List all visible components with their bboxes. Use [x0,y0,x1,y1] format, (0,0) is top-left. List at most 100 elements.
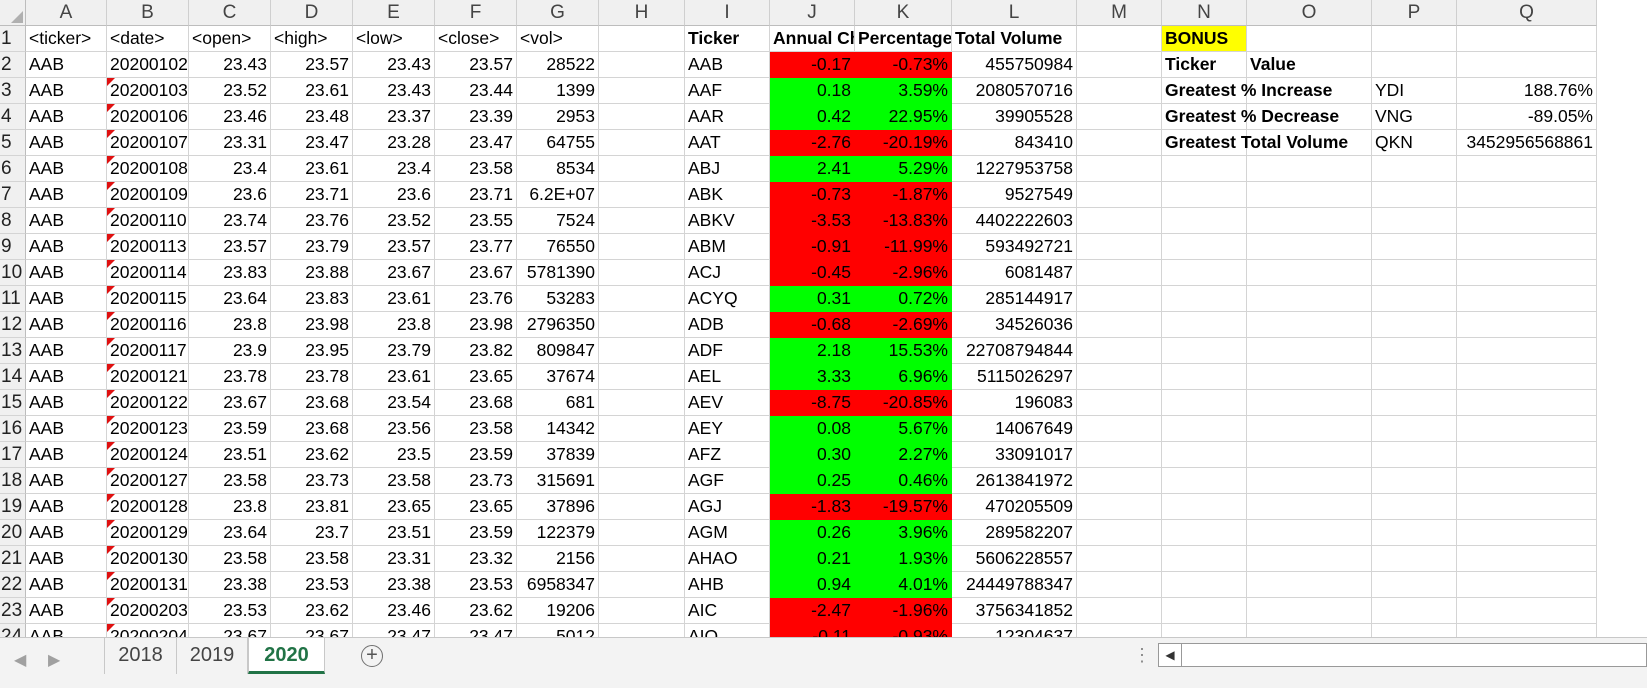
empty-cell[interactable] [1247,26,1372,52]
percent-change-cell[interactable]: 5.67% [855,416,952,442]
raw-data-cell[interactable]: 23.83 [189,260,271,286]
percent-change-cell[interactable]: -1.87% [855,182,952,208]
raw-data-cell[interactable]: 23.38 [353,572,435,598]
raw-data-cell[interactable]: 20200107 [107,130,189,156]
empty-cell[interactable] [1077,260,1162,286]
percent-change-cell[interactable]: -1.96% [855,598,952,624]
empty-cell[interactable] [1457,260,1597,286]
bonus-ticker-header[interactable]: Ticker [1162,52,1247,78]
column-header-h[interactable]: H [599,0,685,26]
percent-change-cell[interactable]: 15.53% [855,338,952,364]
raw-data-cell[interactable]: 23.78 [271,364,353,390]
row-header-17[interactable]: 17 [0,442,26,468]
percent-change-cell[interactable]: -2.69% [855,312,952,338]
row-header-19[interactable]: 19 [0,494,26,520]
empty-cell[interactable] [1162,312,1247,338]
raw-data-cell[interactable]: 20200203 [107,598,189,624]
empty-cell[interactable] [1162,156,1247,182]
raw-data-cell[interactable]: 20200131 [107,572,189,598]
empty-cell[interactable] [1372,208,1457,234]
empty-cell[interactable] [1372,364,1457,390]
empty-cell[interactable] [1372,52,1457,78]
summary-ticker-cell[interactable]: AFZ [685,442,770,468]
row-header-23[interactable]: 23 [0,598,26,624]
raw-header-cell[interactable]: <vol> [517,26,599,52]
raw-data-cell[interactable]: 20200114 [107,260,189,286]
empty-cell[interactable] [599,208,685,234]
row-header-2[interactable]: 2 [0,52,26,78]
summary-ticker-cell[interactable]: AAB [685,52,770,78]
raw-data-cell[interactable]: 23.62 [271,598,353,624]
prev-sheet-arrow-icon[interactable]: ◀ [14,652,27,669]
empty-cell[interactable] [1077,104,1162,130]
percent-change-cell[interactable]: -0.93% [855,624,952,637]
empty-cell[interactable] [1077,390,1162,416]
raw-data-cell[interactable]: 53283 [517,286,599,312]
raw-data-cell[interactable]: 23.68 [271,390,353,416]
column-header-k[interactable]: K [855,0,952,26]
next-sheet-arrow-icon[interactable]: ▶ [48,652,61,669]
sheet-tab-2019[interactable]: 2019 [177,638,248,674]
empty-cell[interactable] [599,260,685,286]
raw-data-cell[interactable]: 23.51 [189,442,271,468]
row-header-4[interactable]: 4 [0,104,26,130]
annual-change-cell[interactable]: -8.75 [770,390,855,416]
summary-ticker-cell[interactable]: ADB [685,312,770,338]
annual-change-cell[interactable]: -0.17 [770,52,855,78]
total-volume-cell[interactable]: 2613841972 [952,468,1077,494]
raw-data-cell[interactable]: 20200123 [107,416,189,442]
row-header-22[interactable]: 22 [0,572,26,598]
summary-header-cell[interactable]: Percentage [855,26,952,52]
raw-data-cell[interactable]: 23.8 [189,494,271,520]
total-volume-cell[interactable]: 593492721 [952,234,1077,260]
empty-cell[interactable] [1077,416,1162,442]
raw-data-cell[interactable]: 23.95 [271,338,353,364]
raw-data-cell[interactable]: 2796350 [517,312,599,338]
empty-cell[interactable] [599,182,685,208]
raw-data-cell[interactable]: 23.58 [435,416,517,442]
empty-cell[interactable] [599,130,685,156]
total-volume-cell[interactable]: 12304637 [952,624,1077,637]
annual-change-cell[interactable]: -0.68 [770,312,855,338]
column-header-b[interactable]: B [107,0,189,26]
summary-ticker-cell[interactable]: ADF [685,338,770,364]
empty-cell[interactable] [1372,546,1457,572]
raw-data-cell[interactable]: 23.46 [189,104,271,130]
empty-cell[interactable] [1162,390,1247,416]
raw-data-cell[interactable]: 23.61 [271,156,353,182]
percent-change-cell[interactable]: 1.93% [855,546,952,572]
row-header-6[interactable]: 6 [0,156,26,182]
empty-cell[interactable] [1077,156,1162,182]
empty-cell[interactable] [599,286,685,312]
empty-cell[interactable] [1162,598,1247,624]
annual-change-cell[interactable]: 0.30 [770,442,855,468]
empty-cell[interactable] [1077,494,1162,520]
percent-change-cell[interactable]: 5.29% [855,156,952,182]
raw-data-cell[interactable]: 6.2E+07 [517,182,599,208]
empty-cell[interactable] [1247,338,1372,364]
empty-cell[interactable] [1162,286,1247,312]
percent-change-cell[interactable]: 3.59% [855,78,952,104]
empty-cell[interactable] [1162,572,1247,598]
row-header-15[interactable]: 15 [0,390,26,416]
raw-data-cell[interactable]: AAB [26,364,107,390]
empty-cell[interactable] [1077,624,1162,637]
raw-data-cell[interactable]: 14342 [517,416,599,442]
raw-data-cell[interactable]: AAB [26,546,107,572]
empty-cell[interactable] [1457,312,1597,338]
annual-change-cell[interactable]: -0.45 [770,260,855,286]
scroll-left-icon[interactable]: ◀ [1158,643,1182,667]
bonus-value-cell[interactable]: -89.05% [1457,104,1597,130]
empty-cell[interactable] [1077,234,1162,260]
row-header-10[interactable]: 10 [0,260,26,286]
raw-data-cell[interactable]: 23.9 [189,338,271,364]
empty-cell[interactable] [599,104,685,130]
raw-data-cell[interactable]: 23.32 [435,546,517,572]
empty-cell[interactable] [1247,312,1372,338]
row-header-9[interactable]: 9 [0,234,26,260]
raw-data-cell[interactable]: 23.65 [435,494,517,520]
empty-cell[interactable] [1457,156,1597,182]
raw-data-cell[interactable]: AAB [26,494,107,520]
raw-data-cell[interactable]: 23.47 [271,130,353,156]
summary-ticker-cell[interactable]: AIC [685,598,770,624]
